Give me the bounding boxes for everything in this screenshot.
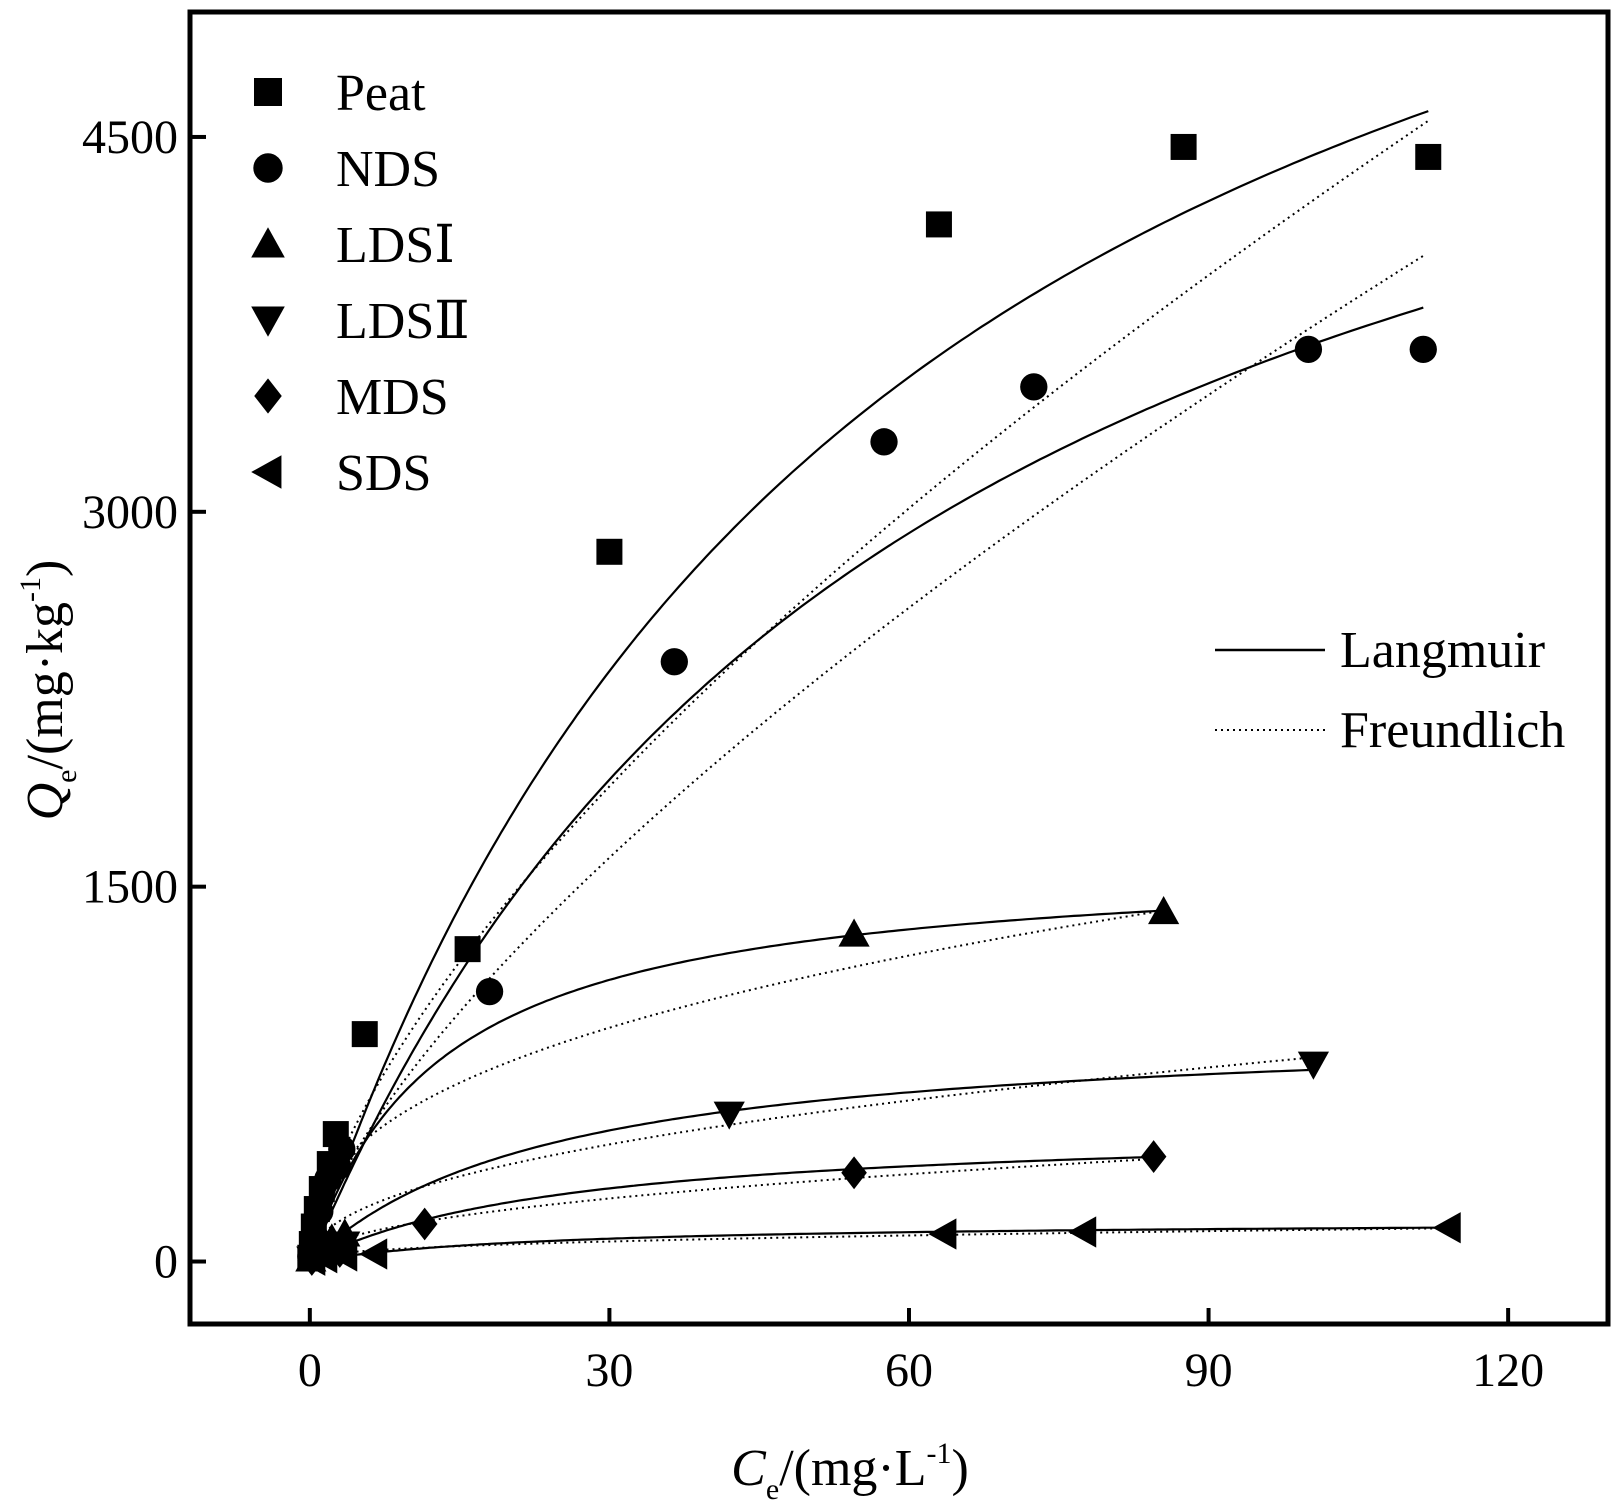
legend-marker-triangle-down (251, 306, 285, 337)
data-point-triangle-down (1297, 1051, 1330, 1080)
freundlich-curve-square (309, 119, 1429, 1258)
legend-marker-triangle-up (251, 227, 285, 258)
langmuir-curve-triangle-down (309, 1068, 1309, 1263)
fit-legend-label: Freundlich (1340, 702, 1565, 759)
freundlich-curve-triangle-up (309, 910, 1159, 1248)
langmuir-curve-triangle-left (309, 1226, 1449, 1263)
legend-marker-square (254, 78, 282, 106)
fit-legend-label: Langmuir (1340, 622, 1545, 679)
data-point-diamond (1140, 1140, 1167, 1173)
data-point-triangle-up (1148, 896, 1180, 925)
freundlich-curve-circle (309, 254, 1424, 1260)
data-point-circle (1020, 373, 1048, 401)
legend-marker-circle (253, 153, 283, 183)
data-point-triangle-left (359, 1238, 388, 1270)
y-tick-label: 4500 (82, 111, 178, 164)
data-point-triangle-left (297, 1244, 326, 1276)
legend-label: SDS (336, 445, 431, 502)
data-point-square (1415, 143, 1442, 170)
y-tick-label: 0 (154, 1236, 178, 1289)
x-tick-label: 0 (298, 1344, 322, 1397)
data-point-circle (870, 428, 898, 456)
freundlich-curve-diamond (309, 1158, 1154, 1260)
series-legend: Peat NDS LDSⅠ LDSⅡ MDS SDS (251, 65, 470, 502)
fit-legend: Langmuir Freundlich (1215, 622, 1565, 759)
data-point-circle (1409, 335, 1437, 364)
x-tick-label: 60 (885, 1344, 933, 1397)
legend-marker-diamond (254, 378, 282, 414)
y-tick-label: 1500 (82, 861, 178, 914)
langmuir-curve-circle (309, 306, 1424, 1262)
langmuir-curve-diamond (309, 1155, 1154, 1263)
data-point-square (454, 936, 481, 963)
y-axis-label: Qe/(mg·kg-1) (14, 560, 83, 821)
data-point-triangle-down (713, 1101, 745, 1130)
data-point-triangle-left (329, 1240, 358, 1272)
data-point-square (596, 538, 623, 565)
fit-curves (308, 110, 1449, 1263)
data-point-triangle-up (838, 918, 870, 947)
data-point-diamond (411, 1207, 438, 1241)
data-point-square (925, 211, 952, 238)
plot-frame (187, 9, 1611, 1327)
data-points (295, 133, 1461, 1276)
data-point-triangle-left (1432, 1212, 1461, 1244)
legend-label: NDS (336, 141, 440, 198)
data-point-circle (306, 1197, 334, 1226)
freundlich-curve-triangle-down (309, 1056, 1309, 1258)
data-point-circle (1294, 335, 1323, 364)
data-point-circle (660, 648, 688, 676)
data-point-square (1170, 133, 1197, 160)
legend-label: LDSⅠ (336, 217, 455, 274)
legend-label: Peat (336, 65, 426, 122)
data-point-square (351, 1021, 378, 1048)
data-point-diamond (841, 1156, 867, 1190)
data-point-triangle-left (309, 1242, 338, 1274)
data-point-circle (475, 977, 504, 1006)
data-point-circle (328, 1135, 356, 1163)
x-tick-label: 120 (1472, 1344, 1544, 1397)
y-axis-ticks: 0 1500 3000 4500 (82, 111, 206, 1289)
x-axis-label: Ce/(mg·L-1) (731, 1437, 969, 1506)
x-tick-label: 90 (1185, 1344, 1233, 1397)
x-axis-ticks: 0 30 60 90 120 (298, 1308, 1544, 1397)
data-point-triangle-left (928, 1218, 957, 1250)
langmuir-curve-triangle-up (308, 909, 1159, 1262)
langmuir-curve-square (308, 110, 1429, 1262)
y-tick-label: 3000 (82, 486, 178, 539)
legend-label: MDS (336, 369, 449, 426)
legend-label: LDSⅡ (336, 293, 470, 350)
x-tick-label: 30 (585, 1344, 633, 1397)
data-point-triangle-left (1068, 1216, 1097, 1248)
legend-marker-triangle-left (251, 455, 282, 489)
